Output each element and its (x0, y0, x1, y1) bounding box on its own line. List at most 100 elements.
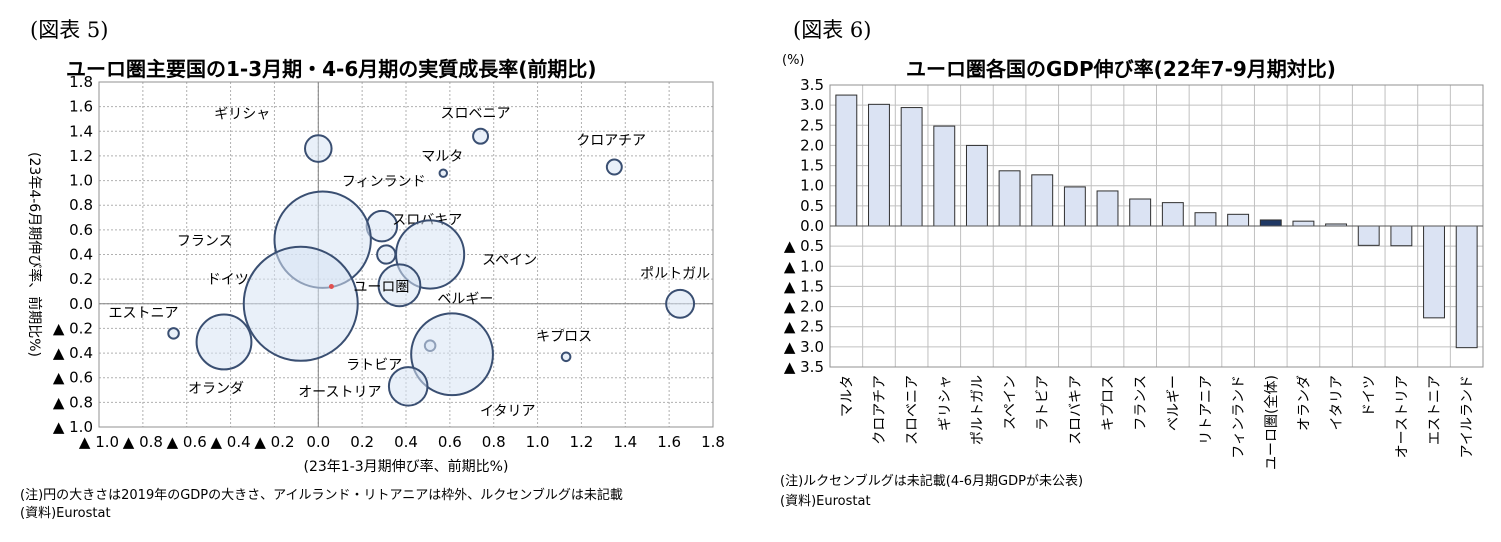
bubble-11 (328, 284, 334, 290)
bubble-15 (560, 351, 572, 363)
y-tick-label: 1.8 (69, 73, 93, 91)
bar-5 (998, 170, 1021, 227)
bubble-label: ドイツ (207, 272, 249, 288)
x-tick-label: ▲ 0.6 (167, 433, 207, 451)
y-tick-label: ▲ 3.0 (784, 338, 824, 356)
y-tick-label: ▲ 0.8 (53, 393, 93, 411)
x-tick-label: 1.6 (657, 433, 681, 451)
bubble-label: マルタ (421, 149, 463, 165)
bubble-label: スロベニア (441, 106, 511, 122)
y-tick-label: 3.5 (800, 76, 824, 94)
y-tick-label: 0.5 (800, 197, 824, 215)
category-label: キプロス (1101, 375, 1117, 431)
y-tick-label: 2.5 (800, 116, 824, 134)
y-tick-label: ▲ 1.5 (784, 277, 824, 295)
y-tick-label: 0.4 (69, 246, 93, 264)
y-tick-label: ▲ 0.2 (53, 319, 93, 337)
category-label: ポルトガル (970, 375, 986, 445)
bar-19 (1455, 225, 1478, 349)
category-label: オーストリア (1394, 375, 1410, 458)
bar-2 (900, 107, 923, 227)
category-label: フランス (1133, 375, 1149, 431)
category-label: イタリア (1329, 375, 1345, 430)
bubble-label: エストニア (109, 305, 179, 321)
x-tick-label: 1.8 (701, 433, 725, 451)
bubble-chart-title: ユーロ圏主要国の1-3月期・4-6月期の実質成長率(前期比) (66, 57, 597, 81)
bar-17 (1390, 225, 1413, 247)
bubble-label: オランダ (188, 381, 244, 397)
y-tick-label: ▲ 2.5 (784, 318, 824, 336)
category-label: スペイン (1003, 375, 1019, 430)
category-label: ベルギー (1166, 375, 1182, 431)
bubble-17 (387, 366, 429, 407)
y-tick-label: ▲ 1.0 (53, 418, 93, 436)
x-tick-label: 0.2 (350, 433, 374, 451)
bar-16 (1357, 225, 1380, 246)
bubble-label: フランス (177, 234, 233, 250)
bar-chart: 3.5 3.0 2.5 2.0 1.5 1.0 0.5 0.0 ▲ 0.5 ▲ 1.0 ▲ 1.5 ▲… (784, 76, 1484, 470)
bubble-chart-source: (資料)Eurostat (20, 506, 111, 521)
category-label: ラトビア (1035, 375, 1051, 431)
bar-chart-title: ユーロ圏各国のGDP伸び率(22年7-9月期対比) (906, 57, 1336, 81)
x-tick-label: ▲ 1.0 (79, 433, 119, 451)
bar-18 (1423, 225, 1445, 319)
x-tick-label: ▲ 0.4 (210, 433, 250, 451)
bubble-12 (167, 327, 180, 340)
bubble-chart: ▲ 1.0▲ 0.8▲ 0.6▲ 0.4▲ 0.20.00.20.40.60.8… (26, 73, 725, 475)
category-label: ギリシャ (937, 375, 953, 431)
category-label: クロアチア (872, 375, 888, 445)
bubble-label: スペイン (482, 253, 537, 269)
bar-13 (1259, 219, 1282, 227)
category-label: エストニア (1427, 375, 1443, 445)
bubble-label: ユーロ圏 (353, 280, 409, 296)
bubble-label: ベルギー (437, 291, 493, 307)
bubble-label: イタリア (480, 403, 535, 419)
y-tick-label: 1.5 (800, 157, 824, 175)
x-axis-label: (23年1-3月期伸び率、前期比%) (304, 458, 509, 475)
bubble-label: キプロス (536, 329, 592, 345)
x-tick-label: 0.8 (482, 433, 506, 451)
y-tick-label: ▲ 2.0 (784, 298, 824, 316)
y-tick-label: 3.0 (800, 96, 824, 114)
bubble-label: ギリシャ (214, 107, 270, 123)
bubble-label: ラトビア (346, 358, 402, 374)
category-label: オランダ (1296, 375, 1312, 431)
bar-6 (1031, 174, 1054, 227)
y-tick-label: ▲ 0.6 (53, 369, 93, 387)
bubble-2 (438, 168, 449, 178)
x-tick-label: 0.6 (438, 433, 462, 451)
y-tick-label: ▲ 1.0 (784, 257, 824, 275)
bar-11 (1194, 212, 1217, 227)
x-tick-label: 0.0 (306, 433, 330, 451)
bar-12 (1227, 213, 1250, 227)
y-tick-label: 1.0 (800, 177, 824, 195)
bar-chart-source: (資料)Eurostat (780, 494, 871, 509)
bar-3 (933, 125, 956, 227)
category-label: マルタ (839, 375, 855, 417)
category-label: ドイツ (1362, 375, 1378, 417)
category-label: ユーロ圏(全体) (1263, 375, 1280, 470)
category-label: フィンランド (1231, 375, 1247, 459)
category-label: リトアニア (1198, 375, 1214, 445)
bubble-0 (304, 134, 333, 163)
y-axis-label: (23年4-6月期伸び率、前期比%) (26, 152, 43, 357)
bubble-13 (195, 313, 253, 371)
bubble-label: ポルトガル (640, 266, 710, 282)
bar-8 (1096, 190, 1119, 227)
y-tick-label: 2.0 (800, 136, 824, 154)
category-label: スロバキア (1068, 375, 1084, 445)
bar-4 (965, 144, 988, 227)
right-figure-label: (図表 6) (793, 18, 872, 42)
x-tick-label: ▲ 0.8 (123, 433, 163, 451)
x-tick-label: 1.2 (569, 433, 593, 451)
bubble-1 (472, 127, 490, 145)
y-tick-label: 1.4 (69, 122, 93, 140)
x-tick-label: ▲ 0.2 (254, 433, 294, 451)
y-tick-label: 0.0 (800, 217, 824, 235)
bar-chart-unit: (%) (782, 53, 805, 68)
y-tick-label: 0.6 (69, 221, 93, 239)
y-tick-label: ▲ 0.5 (784, 237, 824, 255)
bubble-9 (242, 245, 359, 362)
y-tick-label: 0.8 (69, 196, 93, 214)
bar-1 (868, 103, 890, 227)
